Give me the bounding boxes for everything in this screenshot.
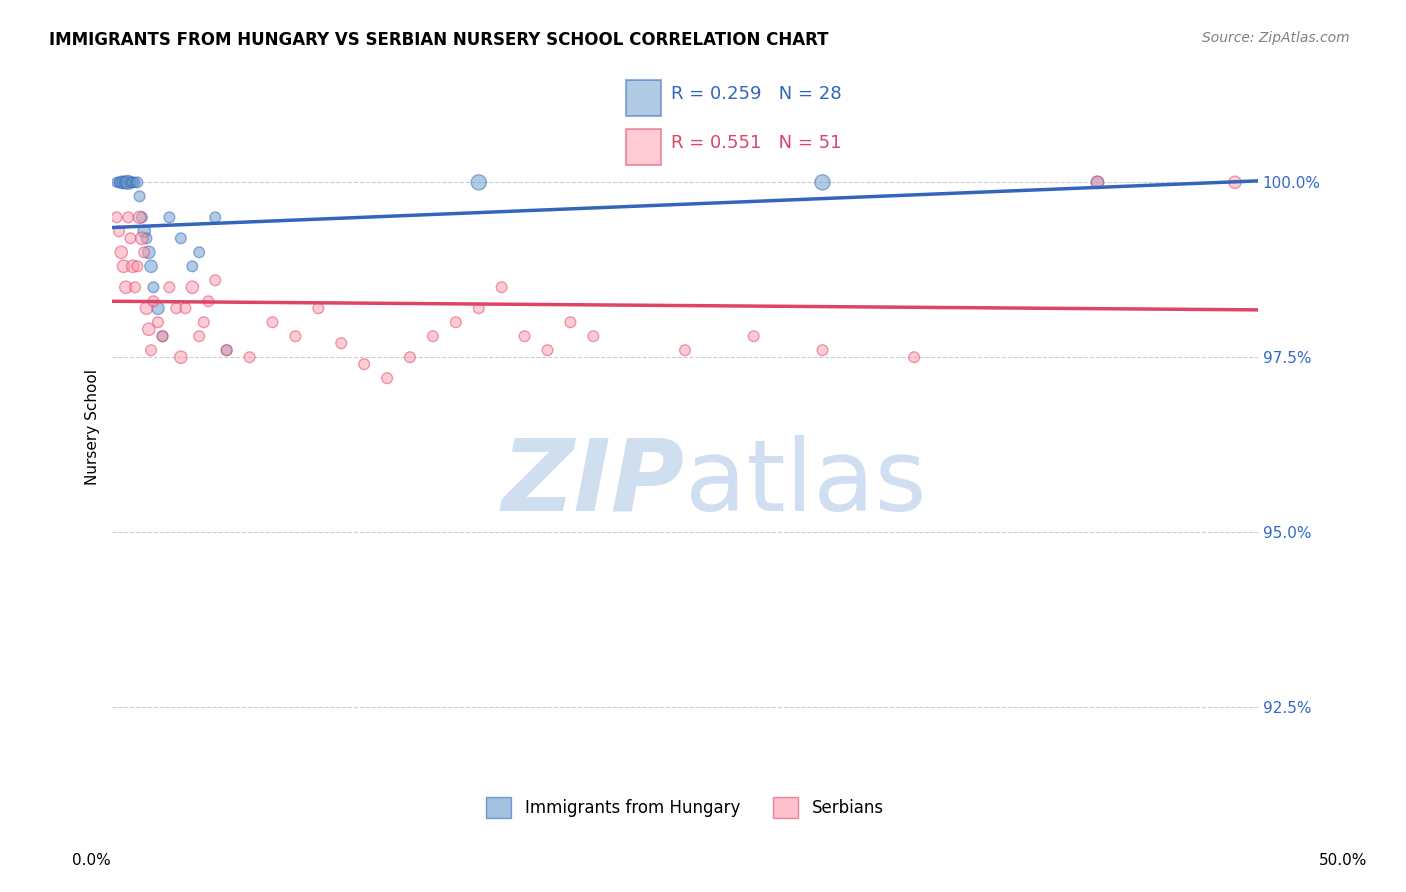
- Point: [120, 231, 142, 245]
- Text: atlas: atlas: [685, 434, 927, 532]
- Point: [560, 315, 582, 329]
- Point: [157, 211, 180, 225]
- Point: [444, 315, 467, 329]
- Point: [1087, 175, 1109, 189]
- Point: [239, 350, 262, 364]
- Point: [170, 231, 193, 245]
- Text: R = 0.259   N = 28: R = 0.259 N = 28: [671, 85, 841, 103]
- Point: [204, 273, 226, 287]
- Point: [108, 224, 131, 238]
- Point: [105, 211, 128, 225]
- Point: [142, 280, 165, 294]
- Point: [127, 175, 149, 189]
- Point: [135, 231, 157, 245]
- Point: [134, 224, 156, 238]
- Point: [673, 343, 696, 358]
- Point: [139, 343, 162, 358]
- Point: [467, 175, 489, 189]
- Point: [193, 315, 215, 329]
- Point: [284, 329, 307, 343]
- Point: [582, 329, 605, 343]
- Point: [121, 175, 143, 189]
- Point: [138, 245, 160, 260]
- Point: [1223, 175, 1246, 189]
- Text: Source: ZipAtlas.com: Source: ZipAtlas.com: [1202, 31, 1350, 45]
- Point: [170, 350, 193, 364]
- Point: [215, 343, 238, 358]
- Point: [112, 260, 135, 274]
- Point: [181, 280, 204, 294]
- Point: [138, 322, 160, 336]
- Point: [353, 357, 375, 371]
- Point: [112, 175, 135, 189]
- Point: [330, 336, 353, 351]
- Point: [903, 350, 925, 364]
- Point: [115, 175, 138, 189]
- Point: [375, 371, 398, 385]
- Point: [742, 329, 765, 343]
- Point: [204, 211, 226, 225]
- Point: [307, 301, 329, 316]
- Point: [165, 301, 187, 316]
- Text: IMMIGRANTS FROM HUNGARY VS SERBIAN NURSERY SCHOOL CORRELATION CHART: IMMIGRANTS FROM HUNGARY VS SERBIAN NURSE…: [49, 31, 828, 49]
- Legend: Immigrants from Hungary, Serbians: Immigrants from Hungary, Serbians: [479, 791, 890, 824]
- Point: [128, 189, 150, 203]
- Point: [197, 294, 219, 309]
- Point: [135, 301, 157, 316]
- Point: [1087, 175, 1109, 189]
- Point: [120, 175, 142, 189]
- Text: R = 0.551   N = 51: R = 0.551 N = 51: [671, 134, 841, 152]
- Point: [399, 350, 422, 364]
- Point: [121, 260, 143, 274]
- Point: [491, 280, 513, 294]
- Point: [146, 315, 169, 329]
- Point: [215, 343, 238, 358]
- Point: [811, 175, 834, 189]
- Point: [142, 294, 165, 309]
- Text: 0.0%: 0.0%: [72, 854, 111, 868]
- Point: [188, 329, 211, 343]
- Point: [127, 260, 149, 274]
- Point: [188, 245, 211, 260]
- Point: [117, 211, 139, 225]
- Point: [110, 175, 132, 189]
- Point: [110, 245, 132, 260]
- Point: [139, 260, 162, 274]
- Point: [536, 343, 558, 358]
- Point: [108, 175, 131, 189]
- Point: [152, 329, 174, 343]
- Point: [811, 343, 834, 358]
- Text: 50.0%: 50.0%: [1319, 854, 1367, 868]
- Point: [131, 231, 153, 245]
- Y-axis label: Nursery School: Nursery School: [86, 369, 100, 485]
- Point: [181, 260, 204, 274]
- Point: [131, 211, 153, 225]
- Point: [128, 211, 150, 225]
- Point: [157, 280, 180, 294]
- Point: [152, 329, 174, 343]
- Point: [174, 301, 197, 316]
- Point: [262, 315, 284, 329]
- Point: [146, 301, 169, 316]
- Point: [422, 329, 444, 343]
- Point: [124, 175, 146, 189]
- Point: [134, 245, 156, 260]
- Point: [513, 329, 536, 343]
- Point: [117, 175, 139, 189]
- Point: [115, 280, 138, 294]
- Point: [105, 175, 128, 189]
- Text: ZIP: ZIP: [502, 434, 685, 532]
- Point: [467, 301, 489, 316]
- Point: [124, 280, 146, 294]
